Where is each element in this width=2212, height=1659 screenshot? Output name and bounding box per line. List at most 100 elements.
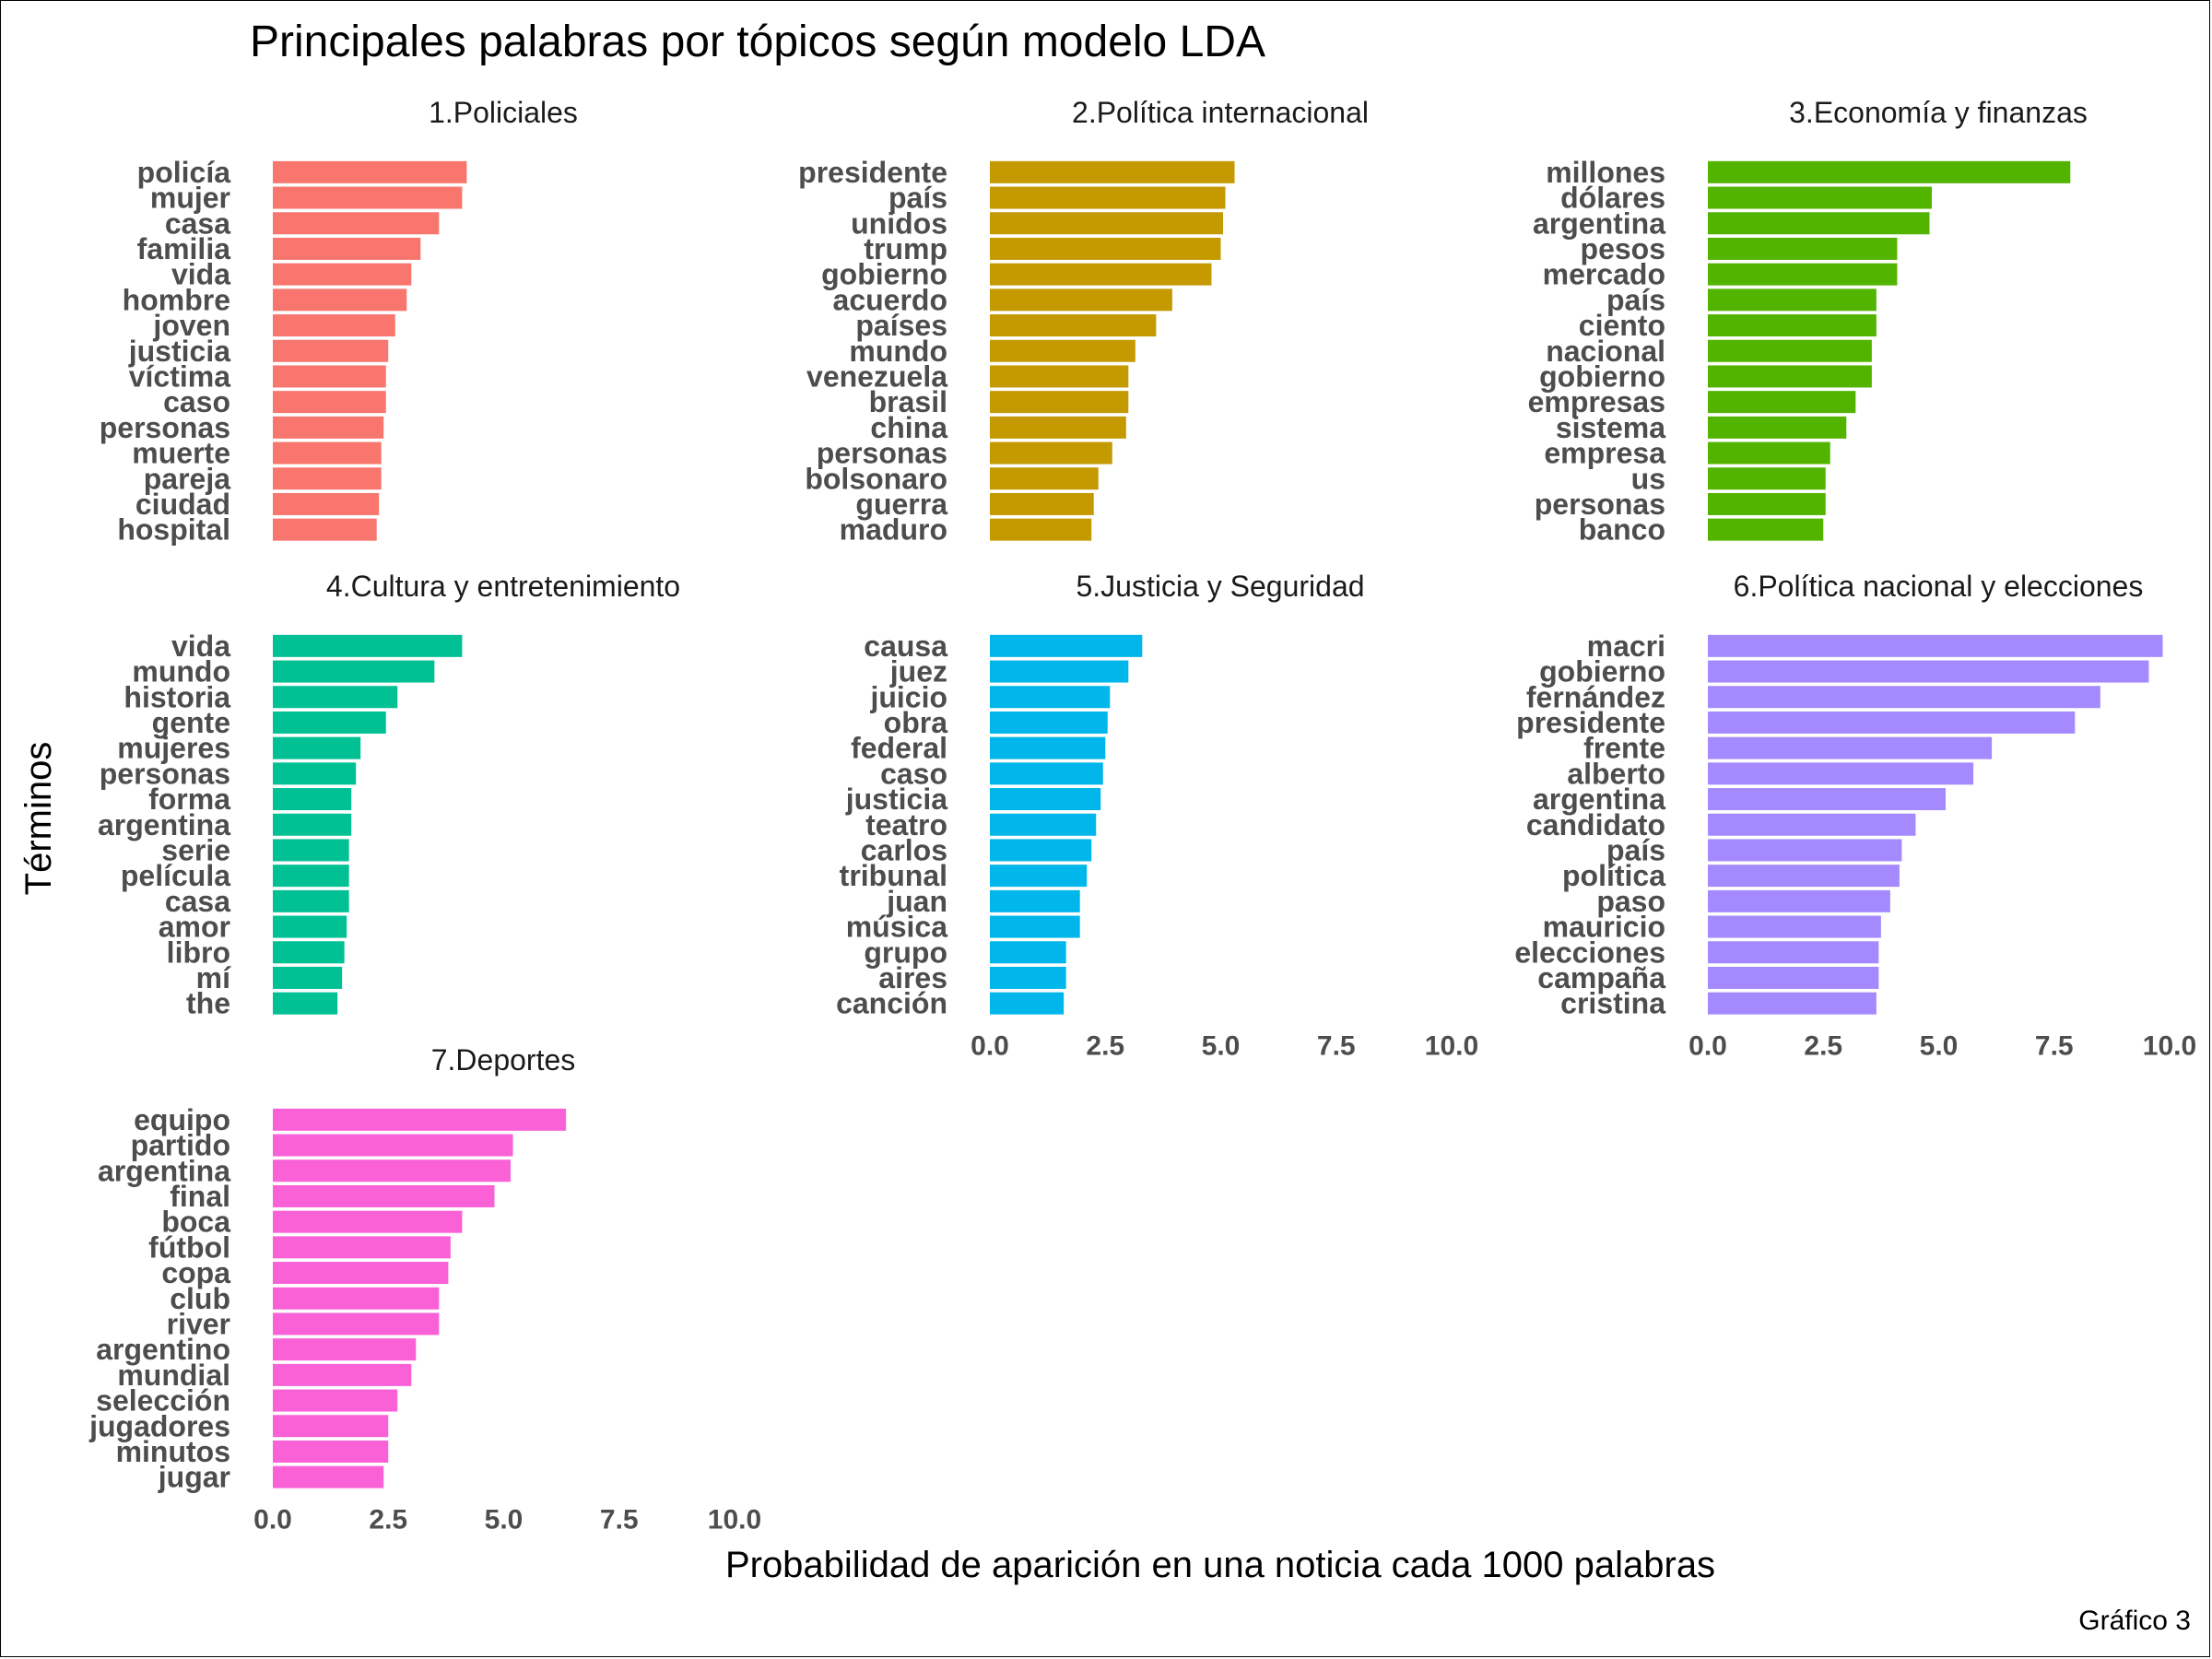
bar [273, 736, 361, 759]
term-label: argentina [1533, 206, 1665, 240]
bar [990, 634, 1143, 657]
term-label: partido [131, 1129, 230, 1162]
bar [990, 660, 1129, 683]
bar [990, 992, 1065, 1015]
chart-caption: Gráfico 3 [2078, 1606, 2191, 1636]
x-tick-label: 7.5 [2035, 1031, 2074, 1062]
bar [273, 314, 395, 337]
bar [273, 1184, 495, 1207]
bar [990, 915, 1080, 938]
term-label: mundo [132, 655, 230, 688]
y-axis-title: Términos [18, 742, 59, 896]
bar [990, 314, 1157, 337]
facet-title: 5.Justicia y Seguridad [1076, 570, 1364, 603]
facet-panel: 1.Policialespolicíamujercasafamiliavidah… [100, 96, 578, 547]
bar [1708, 660, 2149, 683]
term-label: forma [148, 782, 230, 816]
term-label: empresa [1544, 437, 1665, 470]
term-label: frente [1583, 732, 1665, 765]
term-label: personas [1535, 488, 1665, 521]
bar [273, 160, 467, 183]
x-tick-label: 5.0 [1202, 1031, 1241, 1062]
term-label: mí [196, 961, 231, 994]
term-label: alberto [1567, 757, 1665, 790]
term-label: política [1562, 859, 1665, 892]
term-label: fernández [1526, 680, 1665, 713]
bar [1708, 263, 1898, 286]
facet-panel: 7.Deportes equipopartidoargentinafinalboc… [88, 1043, 761, 1535]
term-label: personas [100, 757, 230, 790]
bar [273, 416, 384, 439]
bar [1708, 492, 1826, 515]
term-label: mujer [150, 182, 230, 215]
bar [273, 237, 421, 260]
bar [273, 441, 382, 465]
term-label: ciento [1579, 309, 1665, 342]
term-label: caso [163, 385, 230, 418]
bar [273, 1262, 449, 1285]
term-label: minutos [116, 1435, 230, 1468]
bar [273, 1287, 440, 1310]
term-label: juan [886, 885, 947, 918]
term-label: amor [159, 911, 230, 944]
term-label: aires [878, 961, 947, 994]
term-label: jugar [158, 1461, 230, 1494]
bar [273, 660, 435, 683]
bar [990, 711, 1108, 734]
facet-panel: 2.Política internacional presidentepaísun… [798, 96, 1369, 547]
term-label: tribunal [840, 859, 947, 892]
bar [1708, 839, 1902, 862]
term-label: the [186, 987, 230, 1020]
term-label: campaña [1537, 961, 1665, 994]
term-label: personas [100, 411, 230, 444]
bar [990, 288, 1172, 312]
bar [990, 889, 1080, 912]
bar [990, 839, 1092, 862]
term-label: sistema [1556, 411, 1665, 444]
term-label: justicia [845, 782, 947, 816]
x-tick-label: 2.5 [1086, 1031, 1124, 1062]
chart-title: Principales palabras por tópicos según m… [250, 18, 1265, 66]
bar [1708, 941, 1879, 964]
facet-title: 7.Deportes [431, 1043, 576, 1077]
bar [273, 762, 357, 785]
term-label: hombre [123, 283, 230, 316]
term-label: guerra [855, 488, 947, 521]
term-label: empresas [1528, 385, 1665, 418]
term-label: película [121, 859, 230, 892]
bar [273, 889, 349, 912]
bar [990, 686, 1111, 709]
bar [990, 467, 1099, 490]
term-label: nacional [1546, 335, 1665, 368]
term-label: mundo [849, 335, 947, 368]
x-tick-label: 0.0 [1688, 1031, 1727, 1062]
x-axis-title: Probabilidad de aparición en una noticia… [725, 1545, 1715, 1585]
bar [273, 1465, 384, 1488]
bar [1708, 160, 2071, 183]
term-label: dólares [1560, 182, 1665, 215]
term-label: mujeres [117, 732, 230, 765]
bar [273, 263, 412, 286]
term-label: país [888, 182, 947, 215]
x-tick-label: 10.0 [708, 1505, 761, 1535]
bar [1708, 416, 1847, 439]
term-label: final [170, 1180, 230, 1213]
bar [273, 1440, 389, 1463]
term-label: bolsonaro [805, 462, 947, 495]
bar [990, 966, 1066, 989]
bar [990, 212, 1224, 235]
term-label: gobierno [1539, 359, 1665, 393]
bar [273, 865, 349, 888]
bar [990, 391, 1129, 414]
term-label: mauricio [1543, 911, 1665, 944]
term-label: selección [96, 1384, 230, 1418]
term-label: casa [165, 885, 230, 918]
facet-title: 6.Política nacional y elecciones [1734, 570, 2144, 603]
bar [990, 762, 1103, 785]
bar [273, 1363, 412, 1386]
bar [1708, 889, 1890, 912]
term-label: gobierno [821, 258, 947, 291]
term-label: presidente [1516, 706, 1665, 739]
term-label: muerte [132, 437, 230, 470]
